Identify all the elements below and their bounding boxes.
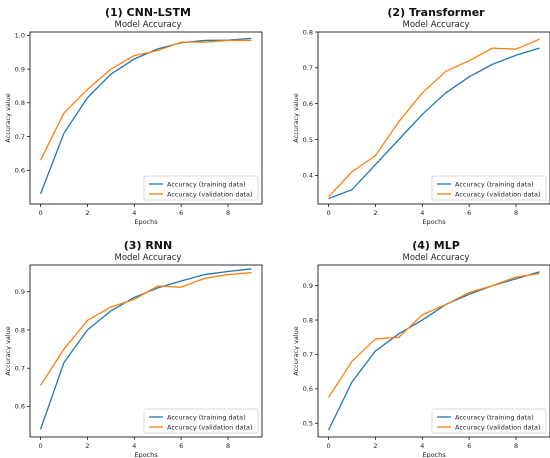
y-tick-label: 0.7: [15, 133, 25, 141]
x-tick-label: 2: [373, 209, 377, 217]
y-tick-label: 0.5: [303, 420, 313, 428]
x-axis-label: Epochs: [134, 218, 158, 226]
y-axis-label: Accuracy value: [292, 326, 300, 376]
x-tick-label: 6: [179, 209, 183, 217]
series-line-validation: [328, 272, 540, 398]
legend-entry: Accuracy (validation data): [167, 190, 253, 198]
y-axis-label: Accuracy value: [4, 326, 12, 376]
panel-heading: (2) Transformer: [387, 6, 485, 19]
x-tick-label: 2: [373, 442, 377, 450]
x-tick-label: 2: [85, 442, 89, 450]
y-tick-label: 0.9: [303, 282, 313, 290]
x-tick-label: 4: [420, 442, 424, 450]
series-line-training: [328, 47, 540, 200]
panel-heading: (1) CNN-LSTM: [105, 6, 191, 19]
legend-entry: Accuracy (training data): [455, 180, 534, 188]
y-tick-label: 0.6: [303, 100, 313, 108]
x-tick-label: 4: [132, 209, 136, 217]
legend-entry: Accuracy (validation data): [455, 423, 541, 431]
y-tick-label: 0.8: [15, 326, 25, 334]
legend-box: [143, 408, 259, 434]
y-tick-label: 0.8: [303, 28, 313, 36]
panel-mlp: (4) MLP Model Accuracy 0 2 4 6 8 0.5 0.6 0.7 0.8…: [292, 239, 550, 458]
y-tick-label: 0.4: [303, 172, 313, 180]
y-tick-label: 0.7: [15, 365, 25, 373]
plot-frame: [317, 31, 550, 205]
chart-title: Model Accuracy: [402, 253, 469, 263]
x-tick-label: 2: [85, 209, 89, 217]
series-line-training: [39, 37, 252, 195]
x-tick-label: 4: [132, 442, 136, 450]
x-tick-label: 8: [514, 209, 518, 217]
x-tick-label: 8: [226, 442, 230, 450]
x-tick-label: 8: [514, 442, 518, 450]
legend-box: [431, 175, 547, 201]
legend-entry: Accuracy (training data): [167, 180, 246, 188]
y-axis-label: Accuracy value: [4, 93, 12, 143]
series-line-validation: [39, 39, 252, 161]
y-tick-label: 1.0: [15, 32, 25, 40]
plot-frame: [29, 264, 263, 438]
x-tick-label: 0: [38, 442, 42, 450]
legend-entry: Accuracy (training data): [167, 413, 246, 421]
x-axis-label: Epochs: [422, 218, 446, 226]
legend-box: [431, 408, 547, 434]
x-tick-label: 6: [179, 442, 183, 450]
x-tick-label: 0: [326, 442, 330, 450]
x-tick-label: 6: [467, 442, 471, 450]
panel-heading: (4) MLP: [412, 239, 460, 252]
legend-entry: Accuracy (training data): [455, 413, 534, 421]
plot-frame: [29, 31, 263, 205]
chart-title: Model Accuracy: [402, 20, 469, 30]
x-axis-label: Epochs: [134, 451, 158, 458]
y-tick-label: 0.6: [303, 385, 313, 393]
legend-box: [143, 175, 259, 201]
legend-entry: Accuracy (validation data): [455, 190, 541, 198]
y-tick-label: 0.6: [15, 167, 25, 175]
x-tick-label: 0: [326, 209, 330, 217]
plot-frame: [317, 264, 550, 438]
x-tick-label: 6: [467, 209, 471, 217]
panel-cnn-lstm: (1) CNN-LSTM Model Accuracy 0 2 4 6 8 0.6 0.7 0…: [4, 6, 263, 226]
chart-title: Model Accuracy: [114, 20, 181, 30]
x-axis-label: Epochs: [422, 451, 446, 458]
y-tick-label: 0.5: [303, 136, 313, 144]
y-tick-label: 0.8: [15, 99, 25, 107]
x-tick-label: 0: [38, 209, 42, 217]
y-tick-label: 0.6: [15, 403, 25, 411]
y-axis-label: Accuracy value: [292, 93, 300, 143]
chart-title: Model Accuracy: [114, 253, 181, 263]
x-tick-label: 8: [226, 209, 230, 217]
x-tick-label: 4: [420, 209, 424, 217]
panel-transformer: (2) Transformer Model Accuracy 0 2 4 6 8 0.4 0…: [292, 6, 550, 226]
series-line-validation: [328, 38, 540, 198]
y-tick-label: 0.8: [303, 316, 313, 324]
y-tick-label: 0.7: [303, 64, 313, 72]
y-tick-label: 0.9: [15, 65, 25, 73]
panel-heading: (3) RNN: [124, 239, 172, 252]
y-tick-label: 0.7: [303, 351, 313, 359]
y-tick-label: 0.9: [15, 288, 25, 296]
legend-entry: Accuracy (validation data): [167, 423, 253, 431]
panel-rnn: (3) RNN Model Accuracy 0 2 4 6 8 0.6 0.7 0.8 0.9…: [4, 239, 263, 458]
series-line-validation: [40, 271, 252, 386]
series-line-training: [327, 271, 540, 431]
